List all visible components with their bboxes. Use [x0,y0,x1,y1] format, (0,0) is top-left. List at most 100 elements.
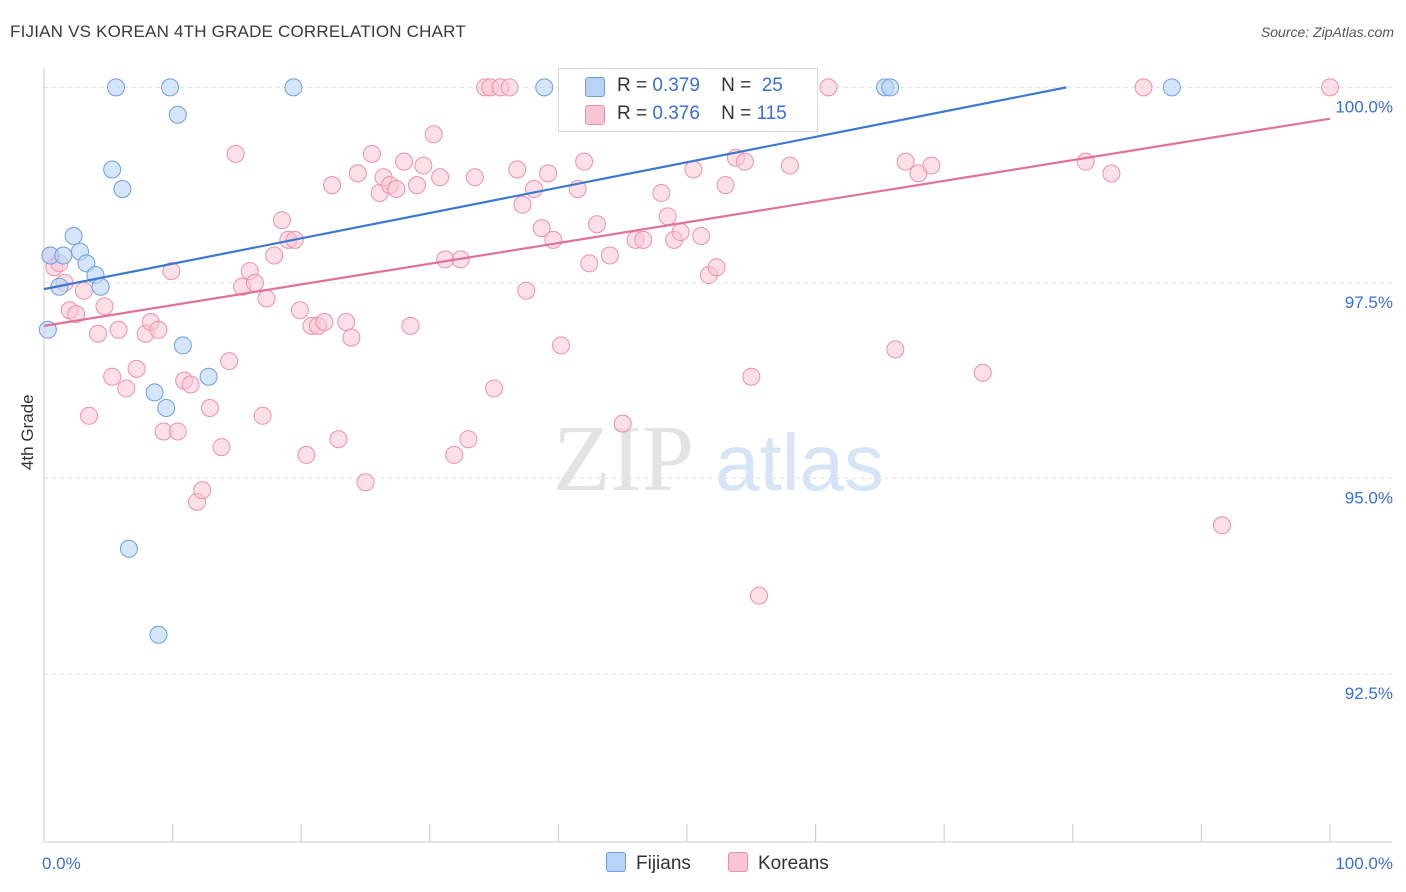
series-fijians [38,78,1181,644]
source-label: Source: ZipAtlas.com [1260,24,1394,40]
y-tick-label: 95.0% [1345,488,1393,507]
korean-point [819,78,838,97]
fijian-point [157,398,176,417]
korean-point [1076,152,1095,171]
korean-point [485,379,504,398]
trend-lines [43,86,1331,327]
korean-point [424,125,443,144]
korean-point [613,414,632,433]
korean-point [257,289,276,308]
series-koreans [41,78,1339,605]
korean-point [220,352,239,371]
korean-point [886,340,905,359]
korean-point [272,211,291,230]
korean-point [245,273,264,292]
korean-point [1321,78,1339,97]
fijian-point [91,277,110,296]
tick-labels: 100.0% 97.5% 95.0% 92.5% 0.0% 100.0% [42,97,1393,873]
fijian-point [113,180,132,199]
korean-point [265,246,284,265]
korean-point [524,180,543,199]
korean-point [652,183,671,202]
korean-point [95,297,114,316]
korean-point [329,430,348,449]
legend-r-value: 0.376 [652,103,700,124]
bottom-legend-swatch-fijians [606,852,626,872]
korean-point [168,422,187,441]
y-tick-label: 92.5% [1345,684,1393,703]
korean-point [67,305,86,324]
korean-point [459,430,478,449]
korean-point [735,152,754,171]
fijian-point [119,539,138,558]
korean-point [226,144,245,163]
korean-point [671,223,690,242]
korean-point [109,320,128,339]
korean-point [716,176,735,195]
legend-r-label: R = [617,103,648,124]
fijian-point [103,160,122,179]
korean-point [922,156,941,175]
fijian-point [145,383,164,402]
korean-point [407,176,426,195]
fijian-point [54,246,73,265]
korean-point [1134,78,1153,97]
korean-point [414,156,433,175]
fijian-trend-line [43,86,1067,291]
korean-point [445,445,464,464]
legend-n-label: N = [721,75,752,96]
korean-point [387,180,406,199]
korean-point [707,258,726,277]
korean-point [117,379,136,398]
legend-swatch-fijians [585,77,605,97]
korean-point [780,156,799,175]
chart-title: FIJIAN VS KOREAN 4TH GRADE CORRELATION C… [10,22,466,41]
korean-point [348,164,367,183]
korean-point [539,164,558,183]
korean-point [337,312,356,331]
axes [43,68,1392,843]
korean-point [513,195,532,214]
korean-point [200,398,219,417]
korean-point [658,207,677,226]
bottom-legend-label-koreans: Koreans [758,853,829,874]
fijian-point [535,78,554,97]
korean-point [500,78,519,97]
korean-point [551,336,570,355]
fijian-point [199,367,218,386]
fijian-point [284,78,303,97]
stats-legend: R = 0.379 N = 25 R = 0.376 N = 115 [558,68,818,132]
x-tick-label: 0.0% [42,854,81,873]
korean-point [401,316,420,335]
x-tick-label: 100.0% [1335,854,1393,873]
korean-point [181,375,200,394]
korean-point [395,152,414,171]
legend-r-value: 0.379 [652,75,700,96]
watermark: ZIP atlas [553,407,884,511]
bottom-legend-label-fijians: Fijians [636,853,691,874]
legend-n-value: 115 [756,103,787,124]
y-axis-label: 4th Grade [18,394,37,470]
korean-trend-line [43,117,1331,327]
korean-point [193,481,212,500]
korean-point [342,328,361,347]
y-tick-label: 100.0% [1335,97,1393,116]
korean-point [74,281,93,300]
korean-point [127,359,146,378]
korean-point [149,320,168,339]
korean-point [1212,516,1231,535]
fijian-point [168,105,187,124]
fijian-point [64,226,83,245]
legend-n-value: 25 [761,75,783,96]
korean-point [356,473,375,492]
korean-point [89,324,108,343]
korean-point [896,152,915,171]
korean-point [692,226,711,245]
korean-point [103,367,122,386]
legend-n-label: N = [721,103,752,124]
grid-lines [44,86,1392,675]
korean-point [253,406,272,425]
korean-point [508,160,527,179]
korean-point [532,219,551,238]
